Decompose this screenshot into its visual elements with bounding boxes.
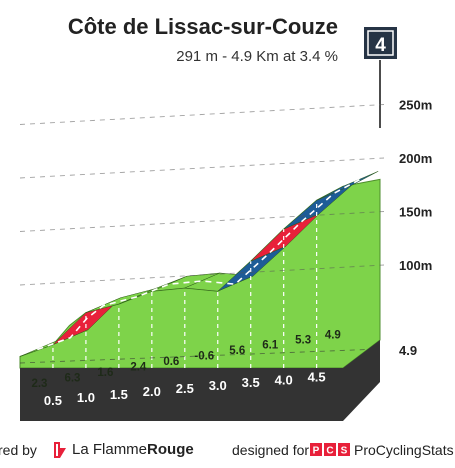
altitude-tick-label: 150m (399, 205, 432, 220)
gradient-label: 6.3 (64, 372, 80, 384)
altitude-gridline (19, 157, 385, 179)
gradient-label: 2.3 (31, 378, 47, 390)
km-tick-label: 2.0 (143, 384, 161, 399)
gradient-label: 6.1 (262, 340, 279, 352)
climb-summary: 291 m - 4.9 Km at 3.4 % (176, 48, 338, 65)
gradient-label: 1.6 (97, 367, 113, 379)
page-title: Côte de Lissac-sur-Couze (67, 14, 338, 39)
procyclingstats-brand[interactable]: ProCyclingStats (354, 442, 454, 458)
pcs-letter-p: P (313, 446, 320, 457)
end-level-line (19, 348, 381, 364)
powered-by-label: red by (0, 442, 37, 458)
km-tick-label: 3.0 (209, 378, 227, 393)
km-tick-label: 1.0 (77, 390, 95, 405)
category-badge-box (364, 27, 397, 59)
gradient-label: 0.6 (163, 356, 179, 368)
footer: red by La FlammeRouge designed for P C S… (0, 438, 455, 468)
la-flamme-rouge-brand[interactable]: La FlammeRouge (72, 441, 194, 458)
category-badge: 4 (364, 27, 397, 59)
altitude-gridline (19, 264, 385, 286)
km-tick-label: 1.5 (110, 387, 128, 402)
altitude-tick-label: 200m (399, 151, 432, 166)
km-tick-label: 4.5 (308, 369, 326, 384)
profile-centre-line (37, 178, 361, 351)
gradient-label: 5.3 (295, 334, 311, 346)
pcs-letter-s: S (341, 446, 348, 457)
designed-for-label: designed for (232, 442, 310, 458)
end-distance-label: 4.9 (399, 343, 417, 358)
km-band (20, 340, 380, 421)
brand-second: Rouge (147, 441, 194, 458)
gradient-label: 4.9 (325, 329, 341, 341)
altitude-gridline (19, 211, 385, 232)
altitude-gridline (19, 104, 385, 125)
gradient-label: 5.6 (229, 345, 245, 357)
km-tick-label: 4.0 (275, 372, 293, 387)
flame-logo-icon (54, 442, 66, 458)
pcs-letter-c: C (326, 446, 333, 457)
category-badge-inner (367, 30, 394, 56)
km-tick-label: 3.5 (242, 375, 260, 390)
altitude-tick-label: 250m (399, 98, 432, 113)
profile-layer: 100m 150m 200m 250m 4.9 0.5 1.0 1.5 2.0 2.5 3.0 3.5… (19, 98, 432, 421)
pcs-logo-icon: P C S (310, 443, 350, 456)
km-tick-label: 0.5 (44, 393, 62, 408)
gradient-label: 2.4 (130, 361, 147, 373)
brand-first: La Flamme (72, 441, 148, 458)
gradient-label: -0.6 (194, 351, 214, 363)
category-badge-label: 4 (375, 35, 386, 56)
altitude-tick-label: 100m (399, 258, 432, 273)
km-tick-label: 2.5 (176, 381, 194, 396)
